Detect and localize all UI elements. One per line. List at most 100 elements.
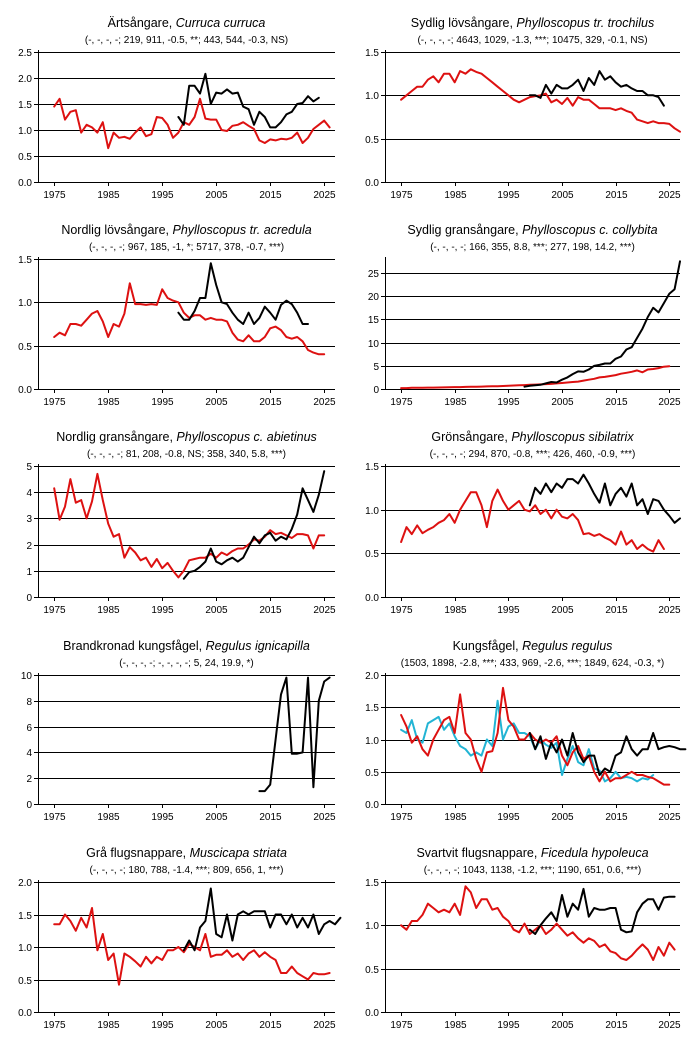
y-tick-label: 0.0 <box>18 1008 32 1019</box>
y-tick-label: 0.5 <box>365 549 379 560</box>
x-tick-label: 2025 <box>313 1020 336 1031</box>
y-tick-label: 5 <box>373 362 379 373</box>
chart-title-species: Regulus regulus <box>522 639 612 653</box>
y-tick-label: 2 <box>26 774 32 785</box>
x-tick-label: 2005 <box>551 1020 574 1031</box>
y-tick-label: 2.0 <box>18 878 32 889</box>
y-tick-label: 2.0 <box>365 671 379 682</box>
x-tick-label: 2025 <box>658 397 681 408</box>
y-tick-label: 20 <box>368 292 380 303</box>
x-tick-label: 2005 <box>205 605 228 616</box>
y-tick-label: 5 <box>26 462 32 473</box>
y-tick-label: 25 <box>368 269 380 280</box>
x-tick-label: 2005 <box>205 1020 228 1031</box>
x-tick-label: 2005 <box>205 812 228 823</box>
chart-title-plain: Svartvit flugsnappare, <box>416 846 540 860</box>
y-tick-label: 1.0 <box>365 91 379 102</box>
y-tick-label: 0.5 <box>18 152 32 163</box>
y-tick-label: 1.0 <box>365 921 379 932</box>
x-tick-label: 2015 <box>259 190 282 201</box>
x-tick-label: 1975 <box>43 605 66 616</box>
x-tick-label: 1985 <box>97 190 120 201</box>
y-tick-label: 0.0 <box>18 385 32 396</box>
chart-panel: Sydlig lövsångare, Phylloscopus tr. troc… <box>365 16 681 201</box>
chart-title-plain: Brandkronad kungsfågel, <box>63 639 205 653</box>
x-tick-label: 2005 <box>551 397 574 408</box>
y-tick-label: 1.5 <box>365 48 379 59</box>
x-tick-label: 2005 <box>551 605 574 616</box>
chart-title-species: Phylloscopus sibilatrix <box>511 430 634 444</box>
y-tick-label: 1.5 <box>18 911 32 922</box>
x-tick-label: 1995 <box>151 605 174 616</box>
x-tick-label: 1995 <box>497 605 520 616</box>
series-line-black <box>528 732 687 776</box>
x-tick-label: 1985 <box>97 1020 120 1031</box>
x-tick-label: 1985 <box>444 397 467 408</box>
y-tick-label: 15 <box>368 315 380 326</box>
chart-title: Sydlig lövsångare, Phylloscopus tr. troc… <box>411 16 654 30</box>
series-line-red <box>400 488 665 553</box>
y-tick-label: 4 <box>26 488 32 499</box>
chart-title-species: Phylloscopus c. collybita <box>522 223 658 237</box>
chart-title-plain: Nordlig lövsångare, <box>61 223 172 237</box>
x-tick-label: 2005 <box>551 812 574 823</box>
y-tick-label: 2.5 <box>18 48 32 59</box>
chart-panel: Kungsfågel, Regulus regulus (1503, 1898, … <box>365 639 687 823</box>
x-tick-label: 1975 <box>390 1020 413 1031</box>
series-line-red <box>53 472 326 579</box>
chart-panel: Sydlig gransångare, Phylloscopus c. coll… <box>368 223 681 408</box>
series-line-black <box>177 262 309 325</box>
x-tick-label: 2025 <box>658 605 681 616</box>
chart-panel: Brandkronad kungsfågel, Regulus ignicapi… <box>21 639 336 823</box>
y-tick-label: 1.0 <box>18 298 32 309</box>
series-line-red <box>53 97 331 150</box>
y-tick-label: 0 <box>373 385 379 396</box>
chart-title-species: Curruca curruca <box>176 16 266 30</box>
chart-subtitle: (-, -, -, -; 967, 185, -1, *; 5717, 378,… <box>89 242 284 253</box>
y-tick-label: 1.0 <box>365 506 379 517</box>
y-tick-label: 1.0 <box>18 943 32 954</box>
chart-title-plain: Grå flugsnappare, <box>86 846 190 860</box>
series-line-red <box>400 68 681 133</box>
x-tick-label: 2025 <box>313 812 336 823</box>
chart-title-species: Muscicapa striata <box>190 846 287 860</box>
x-tick-label: 1995 <box>151 812 174 823</box>
x-tick-label: 2005 <box>205 397 228 408</box>
x-tick-label: 2015 <box>605 397 628 408</box>
chart-subtitle: (-, -, -, -; 4643, 1029, -1.3, ***; 1047… <box>417 35 647 46</box>
y-tick-label: 1.5 <box>365 878 379 889</box>
x-tick-label: 1985 <box>97 397 120 408</box>
y-tick-label: 1.5 <box>365 703 379 714</box>
y-tick-label: 0.0 <box>365 178 379 189</box>
y-tick-label: 1.5 <box>365 462 379 473</box>
chart-title: Ärtsångare, Curruca curruca <box>108 16 266 30</box>
x-tick-label: 2015 <box>605 1020 628 1031</box>
x-tick-label: 1975 <box>43 190 66 201</box>
chart-title: Brandkronad kungsfågel, Regulus ignicapi… <box>63 639 310 653</box>
y-tick-label: 1.0 <box>18 126 32 137</box>
chart-panel: Nordlig lövsångare, Phylloscopus tr. acr… <box>18 223 336 408</box>
chart-title-plain: Sydlig gransångare, <box>407 223 522 237</box>
x-tick-label: 2015 <box>605 605 628 616</box>
chart-subtitle: (-, -, -, -; 294, 870, -0.8, ***; 426, 4… <box>430 449 636 460</box>
y-tick-label: 0.0 <box>365 800 379 811</box>
chart-panel: Ärtsångare, Curruca curruca (-, -, -, -; … <box>18 16 336 201</box>
chart-title: Grönsångare, Phylloscopus sibilatrix <box>431 430 634 444</box>
series-line-red <box>400 885 676 961</box>
series-line-black <box>258 676 331 793</box>
x-tick-label: 1985 <box>444 812 467 823</box>
chart-panel: Grå flugsnappare, Muscicapa striata (-, -… <box>18 846 342 1031</box>
y-tick-label: 1 <box>26 567 32 578</box>
y-tick-label: 10 <box>21 671 33 682</box>
y-tick-label: 1.0 <box>365 736 379 747</box>
x-tick-label: 2015 <box>605 190 628 201</box>
x-tick-label: 2005 <box>551 190 574 201</box>
x-tick-label: 1985 <box>444 1020 467 1031</box>
y-tick-label: 4 <box>26 748 32 759</box>
y-tick-label: 0 <box>26 800 32 811</box>
y-tick-label: 0.0 <box>365 593 379 604</box>
chart-subtitle: (-, -, -, -; 1043, 1138, -1.2, ***; 1190… <box>424 865 642 876</box>
x-tick-label: 1975 <box>43 397 66 408</box>
y-tick-label: 8 <box>26 697 32 708</box>
chart-title: Kungsfågel, Regulus regulus <box>453 639 613 653</box>
